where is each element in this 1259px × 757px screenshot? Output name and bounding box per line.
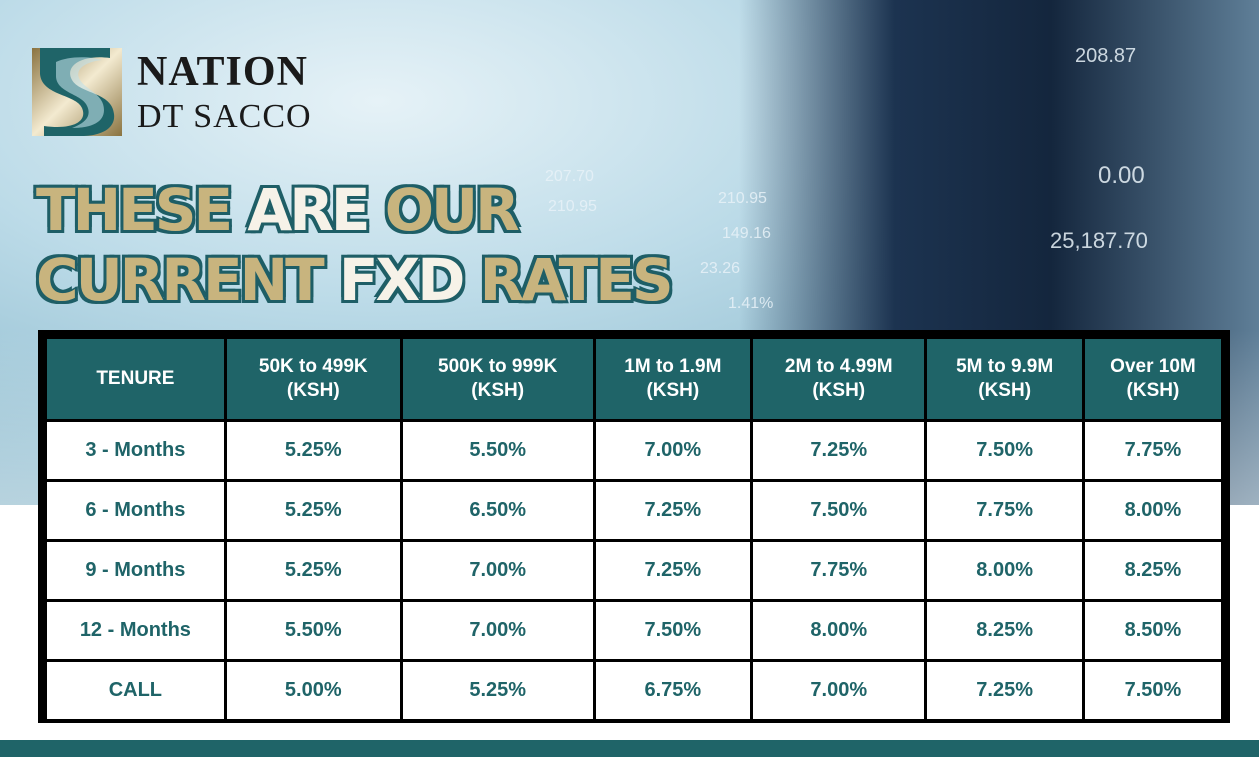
- column-header-text: 50K to 499K: [258, 356, 368, 377]
- bg-number: 0.00: [1098, 162, 1145, 189]
- column-header-text: 500K to 999K: [438, 356, 558, 377]
- rate-cell: 6.75%: [595, 662, 751, 719]
- column-header-text: Over 10M: [1110, 356, 1196, 377]
- rate-cell: 7.00%: [402, 542, 593, 599]
- column-header-text: 5M to 9.9M: [956, 356, 1054, 377]
- rate-cell: 5.25%: [402, 662, 593, 719]
- table-row: CALL 5.00% 5.25% 6.75% 7.00% 7.25% 7.50%: [47, 662, 1221, 719]
- headline-word: RATES: [478, 245, 675, 316]
- column-header-text: (KSH): [978, 380, 1032, 401]
- rate-cell: 8.25%: [927, 602, 1082, 659]
- column-header-text: 2M to 4.99M: [784, 356, 893, 377]
- tenure-cell: 3 - Months: [47, 422, 224, 479]
- tenure-cell: 9 - Months: [47, 542, 224, 599]
- rate-cell: 7.25%: [753, 422, 925, 479]
- column-header: 50K to 499K (KSH): [226, 339, 400, 419]
- rate-cell: 7.75%: [927, 482, 1082, 539]
- column-header-text: (KSH): [471, 380, 525, 401]
- headline-word: ARE: [246, 175, 385, 246]
- column-header-text: 1M to 1.9M: [624, 356, 722, 377]
- table-row: 6 - Months 5.25% 6.50% 7.25% 7.50% 7.75% 8.00%: [47, 482, 1221, 539]
- rate-cell: 5.50%: [226, 602, 400, 659]
- bg-number: 1.41%: [728, 295, 774, 312]
- rate-cell: 7.00%: [595, 422, 751, 479]
- rate-cell: 7.25%: [595, 542, 751, 599]
- headline-line2: CURRENT FXD RATES: [35, 245, 676, 316]
- column-header-text: TENURE: [96, 368, 175, 389]
- column-header: TENURE: [47, 339, 224, 419]
- rate-cell: 7.25%: [927, 662, 1082, 719]
- bg-number: 210.95: [548, 198, 597, 215]
- rate-cell: 7.25%: [595, 482, 751, 539]
- column-header: Over 10M (KSH): [1084, 339, 1221, 419]
- bg-number: 208.87: [1075, 45, 1137, 67]
- rate-cell: 8.00%: [927, 542, 1082, 599]
- rate-cell: 5.25%: [226, 542, 400, 599]
- headline-line1: THESE ARE OUR: [34, 175, 521, 246]
- rate-cell: 7.00%: [753, 662, 925, 719]
- column-header-text: (KSH): [646, 380, 700, 401]
- rate-cell: 5.25%: [226, 482, 400, 539]
- column-header-text: (KSH): [1126, 380, 1180, 401]
- rate-cell: 6.50%: [402, 482, 593, 539]
- rate-cell: 8.00%: [1084, 482, 1221, 539]
- brand-name: NATION: [137, 49, 308, 95]
- tenure-cell: 6 - Months: [47, 482, 224, 539]
- table-header-row: TENURE 50K to 499K (KSH) 500K to 999K (KSH) 1…: [47, 339, 1221, 419]
- table-row: 3 - Months 5.25% 5.50% 7.00% 7.25% 7.50% 7.75%: [47, 422, 1221, 479]
- column-header: 1M to 1.9M (KSH): [595, 339, 751, 419]
- rate-cell: 7.50%: [595, 602, 751, 659]
- rate-cell: 8.00%: [753, 602, 925, 659]
- column-header-text: (KSH): [812, 380, 866, 401]
- tenure-cell: CALL: [47, 662, 224, 719]
- rate-cell: 7.75%: [753, 542, 925, 599]
- sacco-logo-icon: [32, 48, 122, 136]
- rate-cell: 7.50%: [927, 422, 1082, 479]
- column-header: 2M to 4.99M (KSH): [753, 339, 925, 419]
- rate-cell: 7.75%: [1084, 422, 1221, 479]
- rate-cell: 7.50%: [1084, 662, 1221, 719]
- rate-cell: 5.25%: [226, 422, 400, 479]
- rate-cell: 8.50%: [1084, 602, 1221, 659]
- headline-word: OUR: [383, 175, 521, 246]
- table-row: 12 - Months 5.50% 7.00% 7.50% 8.00% 8.25% 8.50…: [47, 602, 1221, 659]
- brand-subname: DT SACCO: [137, 98, 312, 135]
- rate-cell: 5.00%: [226, 662, 400, 719]
- footer-bar: [0, 740, 1259, 757]
- bg-number: 25,187.70: [1050, 228, 1148, 253]
- rate-cell: 7.00%: [402, 602, 593, 659]
- rates-table: TENURE 50K to 499K (KSH) 500K to 999K (KSH) 1…: [38, 330, 1230, 723]
- headline-word: FXD: [337, 245, 480, 316]
- headline-word: CURRENT: [35, 245, 339, 316]
- tenure-cell: 12 - Months: [47, 602, 224, 659]
- table-row: 9 - Months 5.25% 7.00% 7.25% 7.75% 8.00% 8.25%: [47, 542, 1221, 599]
- bg-number: 207.70: [545, 168, 594, 185]
- headline-word: THESE: [34, 175, 248, 246]
- column-header: 5M to 9.9M (KSH): [927, 339, 1082, 419]
- rate-cell: 7.50%: [753, 482, 925, 539]
- column-header-text: (KSH): [286, 380, 340, 401]
- rate-cell: 8.25%: [1084, 542, 1221, 599]
- bg-number: 210.95: [718, 190, 767, 207]
- bg-number: 23.26: [700, 260, 741, 277]
- bg-number: 149.16: [722, 225, 771, 242]
- rate-cell: 5.50%: [402, 422, 593, 479]
- column-header: 500K to 999K (KSH): [402, 339, 593, 419]
